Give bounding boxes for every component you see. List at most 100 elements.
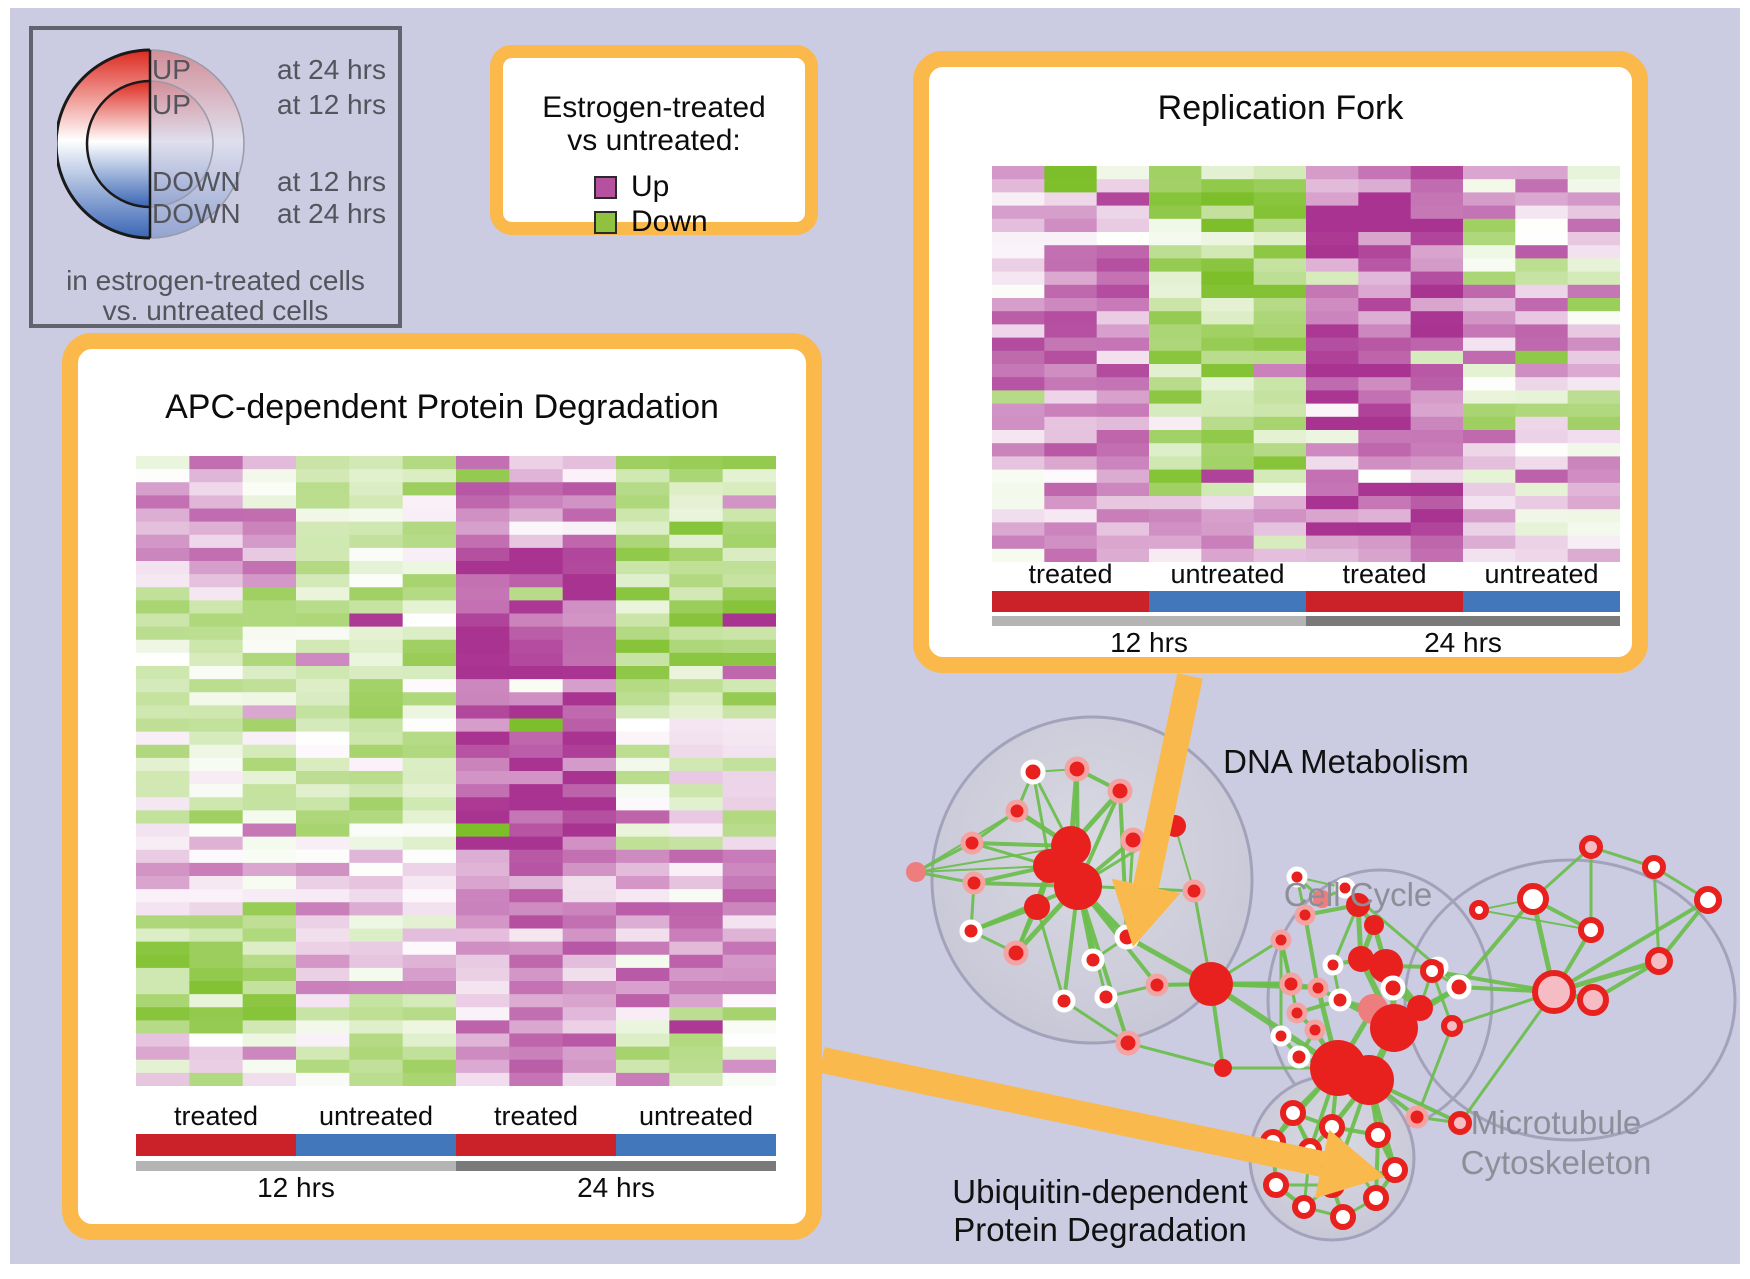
- gene-node-38: [1304, 1019, 1326, 1041]
- heatmap-cell: [1515, 469, 1569, 484]
- heatmap-cell: [1201, 416, 1255, 431]
- heatmap-cell: [349, 1059, 404, 1074]
- heatmap-cell: [669, 744, 724, 759]
- legend-footer-line1: in estrogen-treated cells: [66, 265, 365, 296]
- heatmap-cell: [349, 823, 404, 838]
- heatmap-cell: [1358, 364, 1412, 378]
- heatmap-cell: [722, 587, 776, 601]
- replication-fork-panel-title: Replication Fork: [1157, 89, 1404, 127]
- heatmap-cell: [1096, 377, 1150, 391]
- heatmap-cell: [242, 797, 297, 811]
- heatmap-cell: [1358, 350, 1412, 365]
- heatmap-cell: [456, 652, 510, 667]
- heatmap-cell: [1358, 205, 1412, 220]
- heatmap-cell: [242, 666, 297, 680]
- heatmap-cell: [456, 639, 510, 654]
- heatmap-cell: [456, 547, 510, 562]
- heatmap-cell: [402, 652, 457, 667]
- heatmap-cell: [1515, 298, 1569, 312]
- gene-node-70: [1363, 1185, 1389, 1211]
- heatmap-cell: [402, 574, 457, 588]
- heatmap-cell: [669, 495, 724, 509]
- heatmap-cell: [402, 705, 457, 719]
- heatmap-cell: [1201, 166, 1255, 180]
- heatmap-cell: [1358, 218, 1412, 233]
- heatmap-cell: [992, 350, 1045, 365]
- heatmap-cell: [1201, 456, 1255, 470]
- heatmap-cell: [669, 915, 724, 929]
- heatmap-cell: [349, 744, 404, 759]
- heatmap-cell: [722, 731, 776, 746]
- heatmap-cell: [1201, 205, 1255, 220]
- heatmap-cell: [992, 535, 1045, 550]
- heatmap-cell: [189, 784, 244, 798]
- heatmap-cell: [349, 915, 404, 929]
- heatmap-cell: [1253, 430, 1307, 444]
- heatmap-cell: [616, 718, 670, 733]
- heatmap-cell: [1096, 179, 1150, 193]
- heatmap-cell: [242, 967, 297, 982]
- gene-node-71: [1292, 1195, 1316, 1219]
- network-edge: [915, 865, 1051, 873]
- heatmap-cell: [402, 1007, 457, 1021]
- heatmap-cell: [722, 954, 776, 969]
- heatmap-cell: [1253, 271, 1307, 286]
- heatmap-cell: [722, 915, 776, 929]
- heatmap-cell: [189, 941, 244, 956]
- heatmap-cell: [722, 521, 776, 536]
- heatmap-cell: [722, 456, 776, 470]
- heatmap-cell: [669, 482, 724, 496]
- network-label-protein-degradation: Protein Degradation: [953, 1211, 1247, 1248]
- heatmap-cell: [1358, 232, 1412, 246]
- heatmap-cell: [402, 757, 457, 772]
- heatmap-cell: [402, 876, 457, 890]
- heatmap-cell: [562, 1072, 617, 1086]
- heatmap-cell: [616, 1072, 670, 1086]
- heatmap-cell: [1096, 390, 1150, 404]
- heatmap-cell: [1253, 469, 1307, 484]
- heatmap-cell: [189, 994, 244, 1008]
- heatmap-cell: [349, 613, 404, 628]
- heatmap-cell: [509, 561, 564, 575]
- heatmap-cell: [1201, 218, 1255, 233]
- heatmap-cell: [242, 679, 297, 693]
- heatmap-cell: [402, 981, 457, 995]
- heatmap-cell: [1149, 509, 1202, 523]
- heatmap-cell: [189, 626, 244, 641]
- time-label-24-hrs: 24 hrs: [1424, 627, 1502, 658]
- heatmap-cell: [1149, 416, 1202, 431]
- heatmap-cell: [616, 876, 670, 890]
- heatmap-cell: [1358, 416, 1412, 431]
- heatmap-cell: [1358, 469, 1412, 484]
- heatmap-cell: [296, 836, 350, 851]
- heatmap-cell: [456, 902, 510, 916]
- heatmap-cell: [136, 1046, 190, 1061]
- heatmap-cell: [296, 692, 350, 706]
- group-label-treated-0: treated: [173, 1101, 259, 1131]
- heatmap-cell: [1306, 535, 1359, 550]
- heatmap-cell: [1567, 271, 1620, 286]
- heatmap-cell: [1306, 166, 1359, 180]
- heatmap-cell: [1515, 522, 1569, 536]
- heatmap-cell: [722, 902, 776, 916]
- heatmap-cell: [136, 862, 190, 877]
- heatmap-cell: [509, 862, 564, 877]
- heatmap-cell: [242, 771, 297, 785]
- heatmap-cell: [349, 626, 404, 641]
- heatmap-cell: [136, 561, 190, 575]
- heatmap-cell: [1044, 205, 1098, 220]
- heatmap-cell: [616, 482, 670, 496]
- heatmap-cell: [1096, 245, 1150, 259]
- gene-node-32: [1348, 946, 1374, 972]
- gene-node-2: [1107, 778, 1133, 804]
- heatmap-cell: [1201, 403, 1255, 418]
- heatmap-cell: [296, 744, 350, 759]
- heatmap-cell: [189, 652, 244, 667]
- heatmap-cell: [296, 521, 350, 536]
- heatmap-cell: [242, 954, 297, 969]
- legend-down-24-time: at 24 hrs: [277, 198, 386, 229]
- heatmap-cell: [1567, 218, 1620, 233]
- heatmap-cell: [1149, 364, 1202, 378]
- heatmap-cell: [992, 482, 1045, 497]
- heatmap-cell: [1515, 456, 1569, 470]
